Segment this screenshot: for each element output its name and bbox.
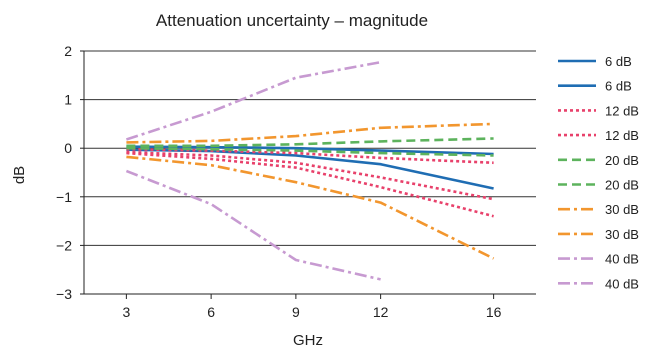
legend-label: 12 dB <box>605 128 639 143</box>
legend-label: 6 dB <box>605 54 632 69</box>
series-line-8 <box>126 122 494 144</box>
legend-label: 40 dB <box>605 276 639 291</box>
y-tick-label: 1 <box>64 92 72 108</box>
axes <box>83 51 536 295</box>
x-tick-label: 16 <box>486 304 502 320</box>
legend-label: 12 dB <box>605 103 639 118</box>
chart-title: Attenuation uncertainty – magnitude <box>156 11 428 30</box>
x-tick-label: 3 <box>122 304 130 320</box>
y-tick-label: −2 <box>56 237 72 253</box>
series-line-10 <box>125 60 381 141</box>
legend: 6 dB 6 dB 12 dB 12 dB 20 dB 20 dB 30 dB 30 dB 40… <box>558 54 639 291</box>
series-line-6 <box>126 137 494 148</box>
legend-label: 30 dB <box>605 227 639 242</box>
x-axis-label: GHz <box>293 332 323 349</box>
tick-labels: 2 1 0 −1 −2 −3 3 6 9 12 16 <box>56 43 502 320</box>
legend-label: 6 dB <box>605 79 632 94</box>
y-tick-label: −1 <box>56 189 72 205</box>
x-tick-label: 12 <box>373 304 389 320</box>
legend-label: 20 dB <box>605 178 639 193</box>
series-line-4 <box>126 150 494 201</box>
y-tick-label: 2 <box>64 43 72 59</box>
x-tick-label: 9 <box>292 304 300 320</box>
series-line-5 <box>126 151 494 218</box>
y-tick-label: −3 <box>56 286 72 302</box>
series-line-11 <box>125 169 381 281</box>
y-axis-label: dB <box>11 166 28 184</box>
legend-label: 40 dB <box>605 252 639 267</box>
legend-label: 30 dB <box>605 202 639 217</box>
y-tick-label: 0 <box>64 140 72 156</box>
x-tick-label: 6 <box>207 304 215 320</box>
legend-label: 20 dB <box>605 153 639 168</box>
series-lines <box>125 60 495 281</box>
series-line-9 <box>126 155 495 260</box>
series-line-7 <box>126 146 494 157</box>
